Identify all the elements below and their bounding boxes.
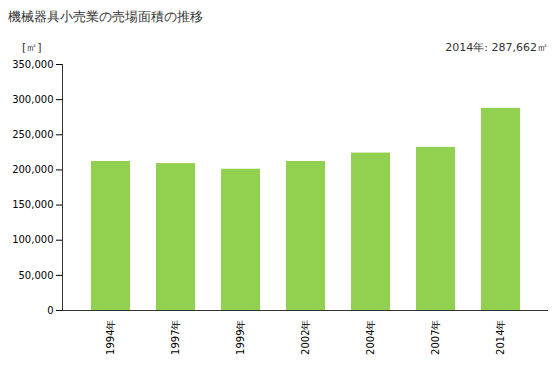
svg-text:300,000: 300,000 (12, 94, 53, 105)
html-text:機械器具小売業の売場面積の推移: 機械器具小売業の売場面積の推移 (8, 9, 203, 24)
svg-text:350,000: 350,000 (12, 59, 53, 70)
svg-text:2002年: 2002年 (300, 320, 311, 355)
svg-text:250,000: 250,000 (12, 129, 53, 140)
svg-text:2014年: 2014年 (495, 320, 506, 355)
svg-text:100,000: 100,000 (12, 234, 53, 245)
svg-text:1999年: 1999年 (235, 320, 246, 355)
svg-text:150,000: 150,000 (12, 199, 53, 210)
svg-text:50,000: 50,000 (19, 270, 54, 281)
svg-text:200,000: 200,000 (12, 164, 53, 175)
svg-text:2004年: 2004年 (365, 320, 376, 355)
html-text:2014年: 287,662㎡: 2014年: 287,662㎡ (445, 41, 548, 54)
svg-text:1997年: 1997年 (170, 320, 181, 355)
svg-text:0: 0 (47, 305, 53, 316)
svg-text:2007年: 2007年 (430, 320, 441, 355)
svg-text:1994年: 1994年 (105, 320, 116, 355)
